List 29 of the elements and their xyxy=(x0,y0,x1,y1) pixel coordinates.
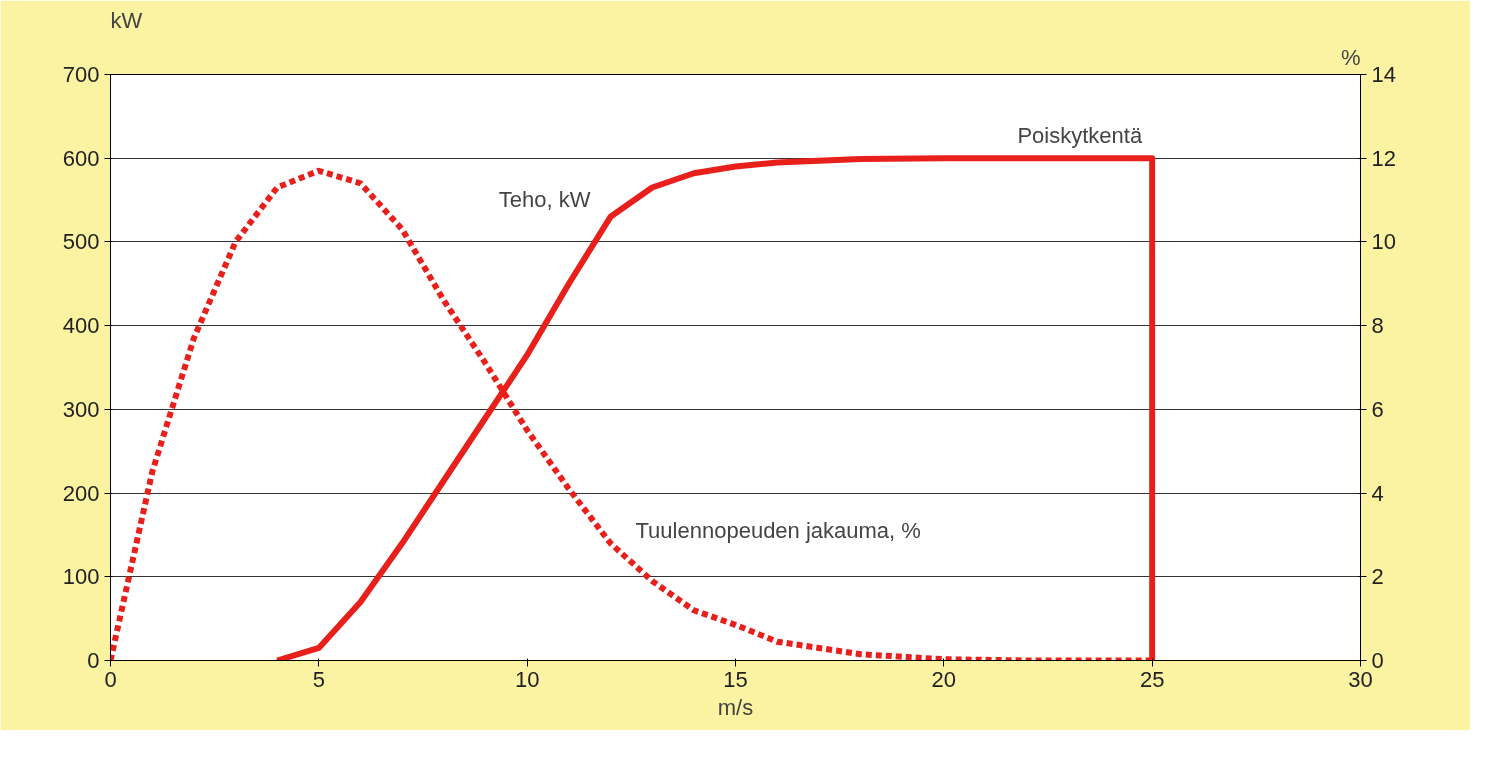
series-label: Tuulennopeuden jakauma, % xyxy=(635,518,921,544)
y2-tick-label: 6 xyxy=(1371,396,1384,422)
y-tick-label: 700 xyxy=(62,62,100,87)
y2-tick-label: 2 xyxy=(1371,564,1384,590)
x-axis-title: m/s xyxy=(717,694,754,720)
x-tick-label: 20 xyxy=(931,666,957,692)
annotation: Poiskytkentä xyxy=(1017,123,1143,149)
y-tick-label: 500 xyxy=(62,229,100,255)
x-tick-label: 15 xyxy=(723,666,748,692)
x-tick-label: 0 xyxy=(104,666,117,692)
y-tick-label: 400 xyxy=(62,313,100,339)
x-tick-label: 25 xyxy=(1139,666,1165,692)
x-tick-label: 5 xyxy=(312,666,325,692)
y2-tick-label: 0 xyxy=(1371,648,1384,673)
x-tick-label: 10 xyxy=(514,666,540,692)
y-tick-label: 200 xyxy=(62,480,100,506)
y-tick-label: 600 xyxy=(62,145,100,171)
y2-axis-title: % xyxy=(1340,44,1361,70)
y2-tick-label: 14 xyxy=(1371,62,1396,87)
x-tick-label: 30 xyxy=(1348,666,1373,692)
series-label: Teho, kW xyxy=(498,186,591,212)
y-tick-label: 0 xyxy=(87,648,100,673)
y-axis-title: kW xyxy=(110,7,143,33)
y2-tick-label: 4 xyxy=(1371,480,1384,506)
y2-tick-label: 8 xyxy=(1371,313,1384,339)
y-tick-label: 300 xyxy=(62,396,100,422)
y2-tick-label: 12 xyxy=(1371,145,1396,171)
y-tick-label: 100 xyxy=(62,564,100,590)
y2-tick-label: 10 xyxy=(1371,229,1396,255)
